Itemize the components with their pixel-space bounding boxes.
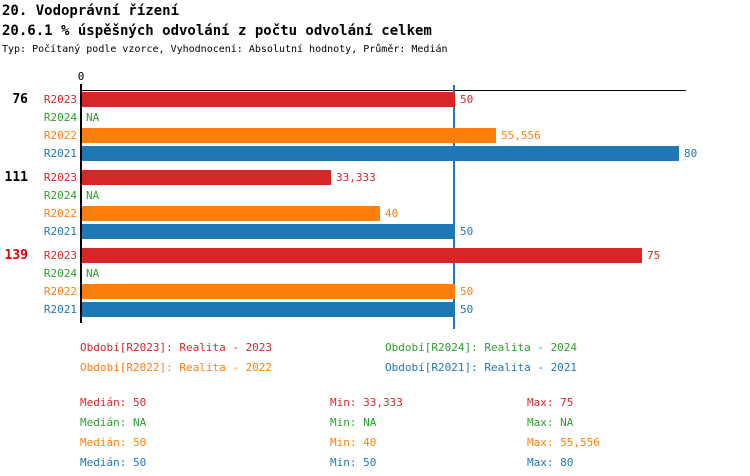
series-label-R2022: R2022 [43,129,77,142]
bar-R2023 [82,248,642,263]
series-label-R2022: R2022 [43,207,77,220]
page-title: 20. Vodoprávní řízení [2,3,180,19]
group-label: 76 [12,92,28,107]
page-meta-line: Typ: Počítaný podle vzorce, Vyhodnocení:… [2,44,448,55]
stat-median-R2022: Medián: 50 [80,436,147,449]
bar-R2021 [82,146,679,161]
axis-origin-label: 0 [77,70,85,83]
bar-value-label-na: NA [86,189,100,202]
series-label-R2021: R2021 [43,303,77,316]
chart-legend: Období[R2023]: Realita - 2023 Období[R202… [0,335,750,390]
stat-max-R2023: Max: 75 [527,396,574,409]
bar-value-label: 50 [460,225,474,238]
series-label-R2024: R2024 [43,267,77,280]
bar-value-label: 33,333 [336,171,376,184]
bar-R2023 [82,92,455,107]
bar-R2023 [82,170,331,185]
bar-R2021 [82,224,455,239]
bar-chart: 0 76 R2023 50 R2024 NA R2022 55,556 R2021 80 111 R2… [4,70,698,329]
stat-min-R2021: Min: 50 [330,456,377,469]
bar-value-label: 50 [460,303,474,316]
series-label-R2022: R2022 [43,285,77,298]
bar-value-label-na: NA [86,267,100,280]
bar-value-label: 50 [460,285,474,298]
stat-min-R2023: Min: 33,333 [330,396,403,409]
bar-value-label-na: NA [86,111,100,124]
stats-table: Medián: 50 Min: 33,333 Max: 75 Medián: NA Mi… [0,390,750,476]
stat-median-R2021: Medián: 50 [80,456,147,469]
legend-item-R2024: Období[R2024]: Realita - 2024 [385,341,578,354]
bar-value-label: 50 [460,93,474,106]
bar-value-label: 55,556 [501,129,541,142]
series-label-R2023: R2023 [43,171,77,184]
bar-value-label: 75 [647,249,661,262]
group-label: 111 [4,170,28,185]
bar-R2022 [82,284,455,299]
bar-R2021 [82,302,455,317]
series-label-R2024: R2024 [43,111,77,124]
bar-value-label: 80 [684,147,698,160]
legend-item-R2021: Období[R2021]: Realita - 2021 [385,361,578,374]
bar-value-label: 40 [385,207,399,220]
series-label-R2024: R2024 [43,189,77,202]
value-axis-line [80,84,82,323]
stat-max-R2024: Max: NA [527,416,574,429]
legend-item-R2023: Období[R2023]: Realita - 2023 [80,341,273,354]
series-label-R2023: R2023 [43,93,77,106]
bar-R2022 [82,128,496,143]
group-label: 139 [4,248,28,263]
stat-min-R2024: Min: NA [330,416,377,429]
series-label-R2023: R2023 [43,249,77,262]
stat-min-R2022: Min: 40 [330,436,377,449]
page-subtitle: 20.6.1 % úspěšných odvolání z počtu odvo… [2,23,432,39]
stat-max-R2021: Max: 80 [527,456,574,469]
series-label-R2021: R2021 [43,147,77,160]
series-label-R2021: R2021 [43,225,77,238]
stat-median-R2023: Medián: 50 [80,396,147,409]
bar-R2022 [82,206,380,221]
legend-item-R2022: Období[R2022]: Realita - 2022 [80,361,273,374]
stat-median-R2024: Medián: NA [80,416,147,429]
stat-max-R2022: Max: 55,556 [527,436,600,449]
chart-top-border [81,90,686,91]
median-reference-line [453,85,455,329]
